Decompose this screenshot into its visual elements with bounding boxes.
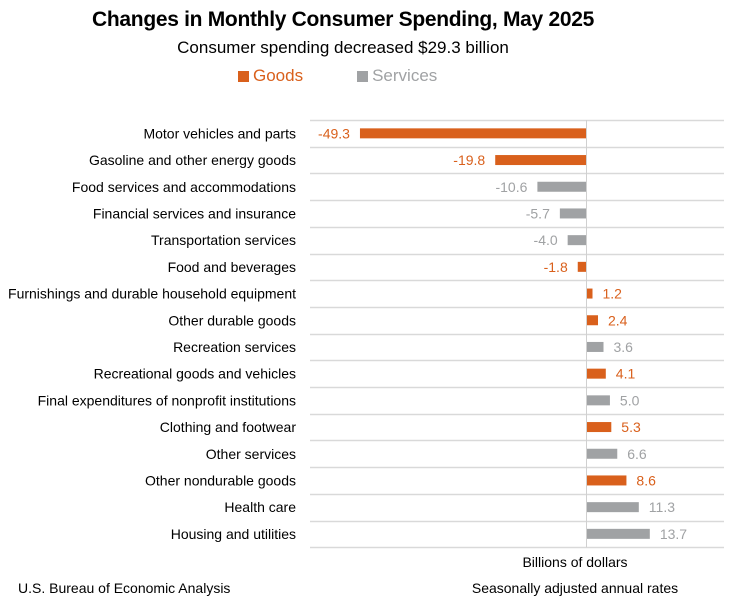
category-label: Financial services and insurance xyxy=(93,205,296,221)
bar-goods xyxy=(587,288,593,299)
data-label: 5.3 xyxy=(621,419,641,435)
legend-swatch-services xyxy=(357,70,369,82)
bar-services xyxy=(567,235,586,246)
category-label: Other nondurable goods xyxy=(145,472,296,488)
category-label: Gasoline and other energy goods xyxy=(89,152,296,168)
bar-goods xyxy=(587,475,627,486)
chart-title: Changes in Monthly Consumer Spending, Ma… xyxy=(92,8,594,31)
data-label: -19.8 xyxy=(453,152,485,168)
category-label: Clothing and footwear xyxy=(160,419,297,435)
data-label: -4.0 xyxy=(534,232,558,248)
bar-services xyxy=(587,395,610,406)
bar-services xyxy=(559,208,586,219)
data-label: 2.4 xyxy=(608,312,628,328)
bar-services xyxy=(587,502,639,513)
data-label: 8.6 xyxy=(636,472,656,488)
data-label: -1.8 xyxy=(544,259,568,275)
category-label: Health care xyxy=(224,499,296,515)
bar-goods xyxy=(495,155,586,166)
bar-goods xyxy=(359,128,586,139)
rates-note: Seasonally adjusted annual rates xyxy=(471,580,679,596)
legend-label-services: Services xyxy=(372,66,438,85)
category-label: Food services and accommodations xyxy=(72,179,296,195)
chart-subtitle: Consumer spending decreased $29.3 billio… xyxy=(177,38,509,57)
x-axis-title: Billions of dollars xyxy=(522,554,628,570)
data-label: -5.7 xyxy=(526,205,550,221)
bar-services xyxy=(587,448,618,459)
data-label: 1.2 xyxy=(603,286,623,302)
legend-item-services: Services xyxy=(357,66,437,86)
data-label: -10.6 xyxy=(495,179,527,195)
bar-goods xyxy=(577,261,586,272)
category-label: Other durable goods xyxy=(168,312,296,328)
category-label: Food and beverages xyxy=(168,259,296,275)
data-label: 13.7 xyxy=(660,526,687,542)
legend: Goods Services xyxy=(238,66,437,86)
data-label: -49.3 xyxy=(318,125,350,141)
bar-services xyxy=(537,181,586,192)
data-label: 6.6 xyxy=(627,446,647,462)
data-label: 4.1 xyxy=(616,366,636,382)
category-label: Transportation services xyxy=(151,232,296,248)
category-label: Motor vehicles and parts xyxy=(143,125,296,141)
category-label: Final expenditures of nonprofit institut… xyxy=(38,392,296,408)
legend-swatch-goods xyxy=(238,70,249,82)
legend-item-goods: Goods xyxy=(238,66,303,86)
legend-label-goods: Goods xyxy=(253,66,304,85)
category-label: Recreation services xyxy=(173,339,296,355)
bar-services xyxy=(587,341,604,352)
data-label: 5.0 xyxy=(620,392,640,408)
bar-services xyxy=(587,528,650,539)
category-label: Housing and utilities xyxy=(171,526,296,542)
source-note: U.S. Bureau of Economic Analysis xyxy=(18,580,231,596)
bar-goods xyxy=(587,315,599,326)
category-label: Other services xyxy=(206,446,296,462)
category-label: Recreational goods and vehicles xyxy=(94,366,296,382)
data-label: 11.3 xyxy=(649,499,675,515)
bar-goods xyxy=(587,422,612,433)
bar-goods xyxy=(587,368,606,379)
category-label: Furnishings and durable household equipm… xyxy=(8,286,296,302)
data-label: 3.6 xyxy=(614,339,634,355)
